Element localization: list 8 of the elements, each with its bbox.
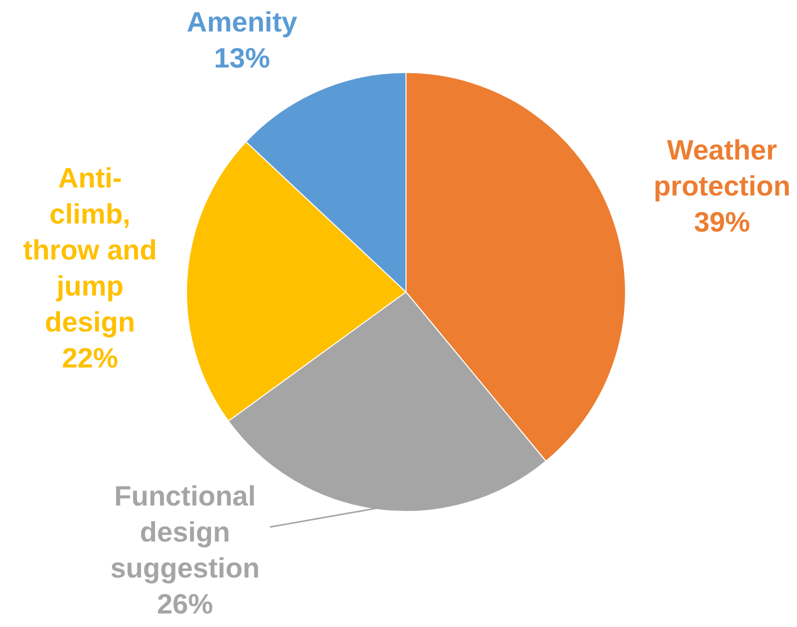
data-label: 22%: [62, 342, 118, 374]
slice-label: Functional design suggestion: [110, 480, 260, 584]
data-label: 39%: [694, 206, 750, 238]
slice-label: Weather protection: [654, 134, 790, 202]
data-label: 26%: [156, 588, 214, 620]
slice-label: Anti-climb, throw and jump design: [23, 162, 157, 338]
slice-label: Amenity: [186, 6, 298, 38]
data-label: 13%: [214, 42, 270, 74]
